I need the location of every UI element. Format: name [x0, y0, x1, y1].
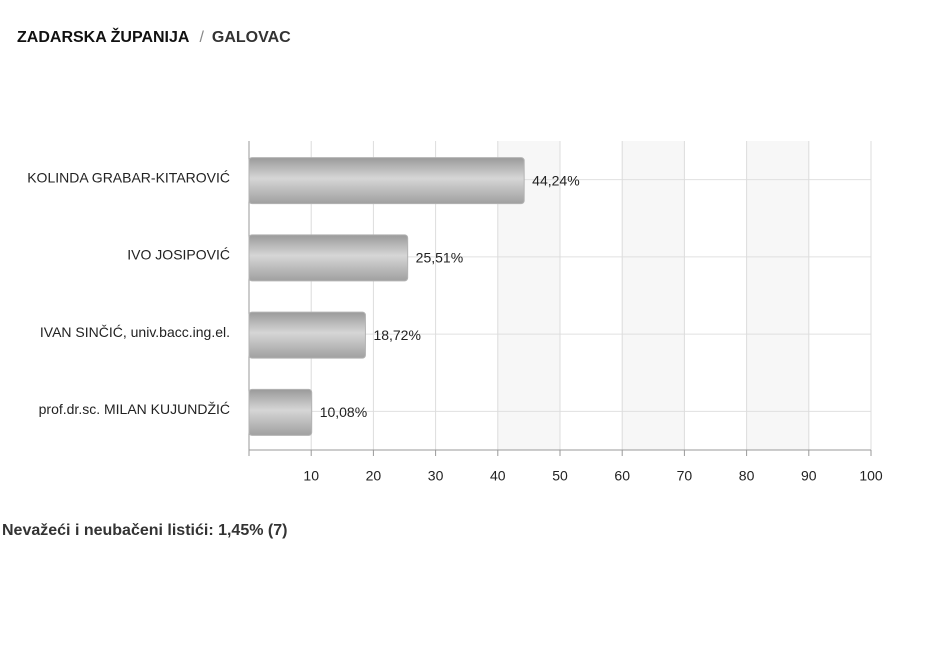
place: GALOVAC	[211, 29, 291, 46]
value-label: 10,08%	[320, 404, 367, 420]
value-label: 44,24%	[532, 172, 579, 188]
x-tick-label: 80	[739, 468, 755, 484]
stripe	[622, 141, 685, 450]
x-tick-label: 30	[428, 468, 444, 484]
chart: 10 20 30 40 50 60 70 80 90 100 KOLINDA GRABAR-KITA…	[27, 141, 883, 484]
x-tick-label: 100	[859, 468, 883, 484]
value-label: 25,51%	[416, 250, 463, 266]
x-tick-label: 20	[366, 468, 382, 484]
x-tick-label: 60	[614, 468, 630, 484]
x-tick-label: 70	[677, 468, 693, 484]
bar	[248, 234, 409, 282]
y-tick-label: IVO JOSIPOVIĆ	[127, 247, 230, 263]
y-tick-label: KOLINDA GRABAR-KITAROVIĆ	[27, 169, 230, 185]
bar	[248, 311, 366, 359]
y-tick-label: prof.dr.sc. MILAN KUJUNDŽIĆ	[39, 401, 230, 417]
x-tick-label: 50	[552, 468, 568, 484]
x-tick-label: 40	[490, 468, 506, 484]
stripe	[746, 141, 809, 450]
x-tick-label: 10	[303, 468, 319, 484]
x-tick-label: 90	[801, 468, 817, 484]
breadcrumb: ZADARSKA ŽUPANIJA / GALOVAC	[17, 29, 291, 47]
bar	[248, 388, 313, 436]
footer-note: Nevažeći i neubačeni listići: 1,45% (7)	[2, 522, 288, 539]
y-tick-label: IVAN SINČIĆ, univ.bacc.ing.el.	[40, 324, 230, 340]
separator: /	[199, 29, 204, 46]
region[interactable]: ZADARSKA ŽUPANIJA	[17, 29, 190, 46]
value-label: 18,72%	[373, 327, 420, 343]
bar	[248, 157, 525, 205]
